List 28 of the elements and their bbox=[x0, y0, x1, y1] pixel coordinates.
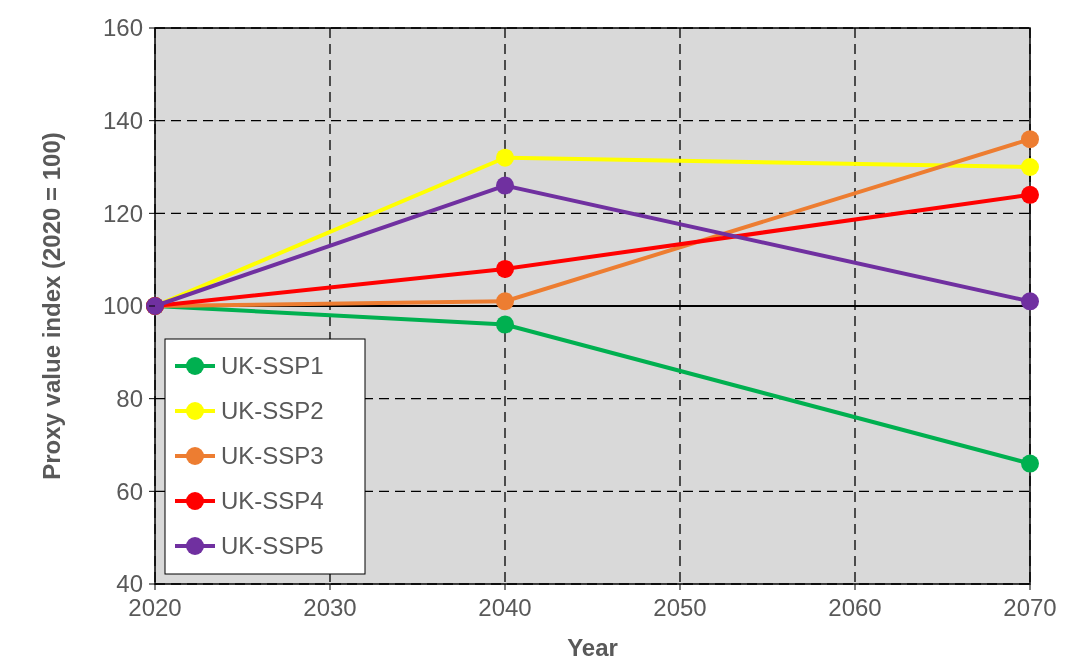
x-tick-label: 2050 bbox=[653, 594, 707, 621]
point bbox=[496, 315, 514, 334]
x-tick-label: 2040 bbox=[478, 594, 532, 621]
y-tick-label: 160 bbox=[102, 14, 143, 42]
legend-label: UK-SSP3 bbox=[221, 442, 324, 470]
legend-label: UK-SSP1 bbox=[221, 352, 324, 380]
point bbox=[1021, 158, 1039, 176]
x-tick-label: 2060 bbox=[828, 594, 882, 621]
point bbox=[1021, 130, 1039, 149]
y-axis-title: Proxy value index (2020 = 100) bbox=[38, 132, 65, 480]
legend-label: UK-SSP4 bbox=[221, 487, 324, 515]
point bbox=[1021, 185, 1039, 204]
y-tick-label: 140 bbox=[102, 107, 143, 135]
point bbox=[496, 148, 514, 167]
point bbox=[496, 292, 514, 311]
y-tick-label: 60 bbox=[116, 477, 143, 505]
x-tick-label: 2070 bbox=[1003, 594, 1057, 621]
y-tick-label: 80 bbox=[116, 385, 143, 413]
point bbox=[496, 176, 514, 195]
legend-label: UK-SSP2 bbox=[221, 397, 324, 425]
y-tick-label: 100 bbox=[102, 292, 143, 320]
x-tick-label: 2030 bbox=[303, 594, 357, 621]
point bbox=[1021, 454, 1039, 473]
legend-label: UK-SSP5 bbox=[221, 532, 324, 560]
point bbox=[1021, 292, 1039, 311]
x-axis-title: Year bbox=[567, 634, 618, 661]
point bbox=[496, 259, 514, 278]
y-tick-label: 120 bbox=[102, 199, 143, 227]
